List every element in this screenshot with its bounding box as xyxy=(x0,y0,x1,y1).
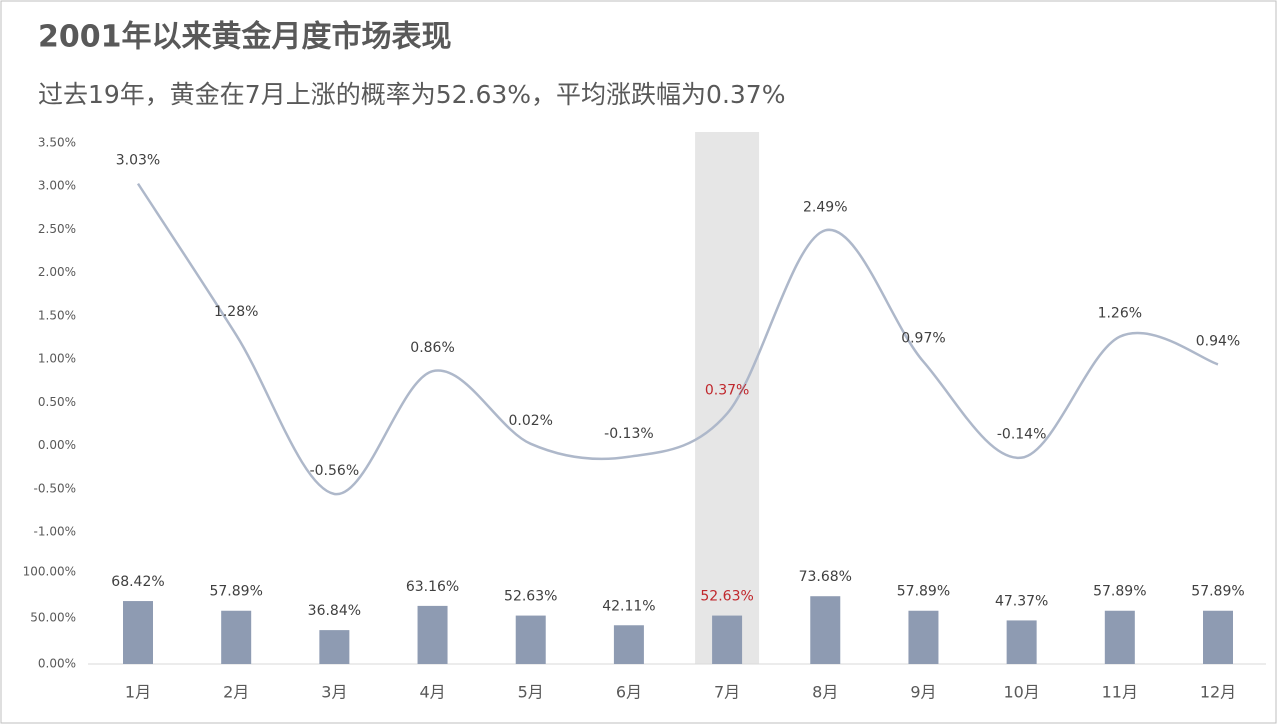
data-label: -0.13% xyxy=(604,426,654,442)
y-tick-label: 100.00% xyxy=(23,565,76,579)
data-label: 57.89% xyxy=(1093,584,1146,600)
data-label: 1.26% xyxy=(1098,306,1142,322)
y-tick-label: 0.00% xyxy=(38,657,76,671)
bar xyxy=(1203,610,1233,664)
data-label: 57.89% xyxy=(209,584,262,600)
y-tick-label: 1.00% xyxy=(38,352,76,366)
data-label: 63.16% xyxy=(406,579,459,595)
y-tick-label: 3.00% xyxy=(38,179,76,193)
x-tick-label: 7月 xyxy=(714,683,740,702)
bar xyxy=(1104,610,1135,664)
x-tick-label: 10月 xyxy=(1003,683,1039,702)
bar xyxy=(221,610,252,664)
data-label: 42.11% xyxy=(602,598,655,614)
x-tick-label: 1月 xyxy=(125,683,151,702)
highlight-band xyxy=(695,132,760,664)
data-label: 3.03% xyxy=(116,153,160,169)
bar xyxy=(1006,620,1037,664)
bar xyxy=(712,615,743,664)
y-tick-label: 0.50% xyxy=(38,395,76,409)
y-tick-label: 3.50% xyxy=(38,136,76,150)
bar xyxy=(810,596,841,664)
y-tick-label: 2.00% xyxy=(38,265,76,279)
data-label: 47.37% xyxy=(995,593,1048,609)
x-tick-label: 4月 xyxy=(419,683,445,702)
data-label: -0.14% xyxy=(997,427,1047,443)
data-label: 73.68% xyxy=(799,569,852,585)
y-tick-label: 0.00% xyxy=(38,438,76,452)
data-label: 68.42% xyxy=(111,574,164,590)
y-tick-label: 50.00% xyxy=(30,611,76,625)
data-label: 57.89% xyxy=(1191,584,1244,600)
line xyxy=(136,182,1219,496)
bar xyxy=(319,630,350,664)
bar xyxy=(908,610,939,664)
data-label: 0.97% xyxy=(901,331,945,347)
y-tick-label: -1.00% xyxy=(34,525,76,539)
bar xyxy=(515,615,546,664)
data-label: 0.02% xyxy=(508,413,552,429)
y-tick-label: 1.50% xyxy=(38,308,76,322)
x-tick-label: 12月 xyxy=(1200,683,1236,702)
x-tick-label: 11月 xyxy=(1102,683,1138,702)
bar xyxy=(417,605,448,664)
x-tick-label: 5月 xyxy=(518,683,544,702)
data-label: 57.89% xyxy=(897,584,950,600)
x-tick-label: 3月 xyxy=(321,683,347,702)
chart-subtitle: 过去19年，黄金在7月上涨的概率为52.63%，平均涨跌幅为0.37% xyxy=(38,80,785,109)
data-label: 0.37% xyxy=(705,383,749,399)
x-tick-label: 8月 xyxy=(812,683,838,702)
data-label: 1.28% xyxy=(214,304,258,320)
bar xyxy=(123,601,153,664)
data-label: 52.63% xyxy=(700,589,753,605)
bar xyxy=(613,625,644,664)
data-label: 36.84% xyxy=(308,603,361,619)
data-label: 2.49% xyxy=(803,199,847,215)
x-tick-label: 9月 xyxy=(910,683,936,702)
data-label: 0.86% xyxy=(410,340,454,356)
y-tick-label: -0.50% xyxy=(34,481,76,495)
data-label: -0.56% xyxy=(310,463,360,479)
chart-title: 2001年以来黄金月度市场表现 xyxy=(38,20,452,55)
y-tick-label: 2.50% xyxy=(38,222,76,236)
data-label: 52.63% xyxy=(504,589,557,605)
data-label: 0.94% xyxy=(1196,333,1240,349)
x-tick-label: 6月 xyxy=(616,683,642,702)
x-tick-label: 2月 xyxy=(223,683,249,702)
